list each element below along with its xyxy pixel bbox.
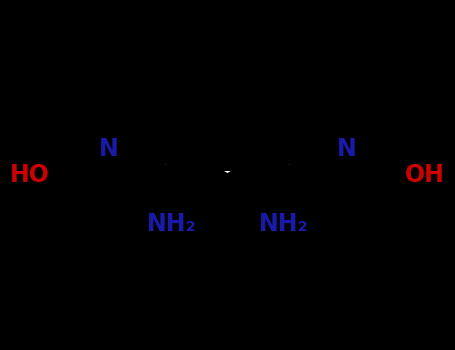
Text: N: N bbox=[99, 137, 118, 161]
Text: NH₂: NH₂ bbox=[259, 212, 308, 236]
Text: N: N bbox=[337, 137, 356, 161]
Text: NH₂: NH₂ bbox=[147, 212, 196, 236]
Text: OH: OH bbox=[405, 163, 445, 187]
Text: HO: HO bbox=[10, 163, 50, 187]
